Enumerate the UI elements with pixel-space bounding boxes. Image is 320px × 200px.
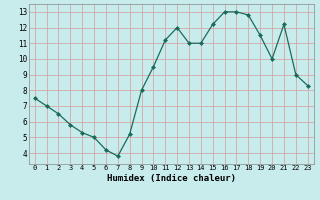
X-axis label: Humidex (Indice chaleur): Humidex (Indice chaleur) <box>107 174 236 183</box>
